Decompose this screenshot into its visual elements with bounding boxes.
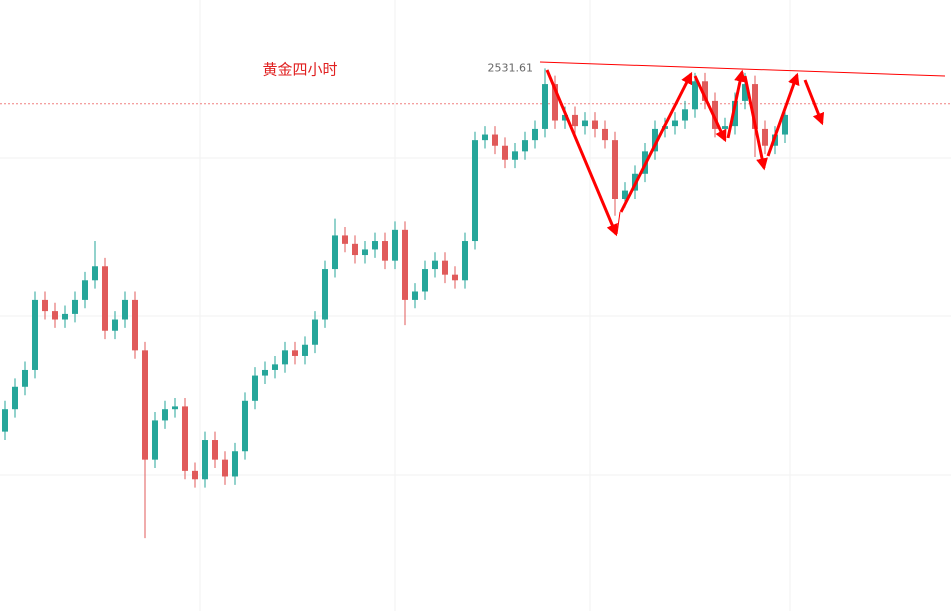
candle-body: [182, 406, 188, 471]
candle-body: [302, 344, 308, 356]
candle-body: [492, 134, 498, 146]
candle-body: [672, 120, 678, 127]
candle-body: [452, 274, 458, 281]
candle-body: [752, 84, 758, 129]
candle-body: [332, 235, 338, 270]
candle-body: [322, 269, 328, 320]
candle-body: [522, 140, 528, 152]
candle-body: [32, 299, 38, 370]
candle-body: [722, 126, 728, 129]
candle-body: [232, 451, 238, 477]
candle-body: [162, 409, 168, 421]
candle-body: [72, 299, 78, 314]
candle-body: [312, 319, 318, 345]
candle-body: [432, 260, 438, 270]
candle-body: [652, 128, 658, 152]
candle-body: [402, 229, 408, 300]
candle-body: [202, 440, 208, 480]
trend-line: [539, 61, 946, 77]
candle-body: [622, 190, 628, 199]
candle-body: [682, 109, 688, 121]
candle-body: [142, 350, 148, 460]
candle-body: [612, 140, 618, 199]
candle-body: [102, 266, 108, 331]
chart-title: 黄金四小时: [262, 61, 337, 79]
candle-body: [482, 134, 488, 141]
candle-body: [362, 249, 368, 256]
candle-body: [42, 299, 48, 312]
candle-body: [472, 140, 478, 242]
candle-body: [212, 440, 218, 460]
candle-body: [602, 128, 608, 141]
candle-body: [732, 100, 738, 127]
candle-body: [52, 311, 58, 320]
candle-body: [272, 364, 278, 370]
candle-body: [122, 299, 128, 320]
candle-body: [442, 260, 448, 275]
candle-body: [542, 84, 548, 129]
candle-body: [462, 241, 468, 281]
candle-body: [552, 84, 558, 121]
candle-body: [532, 128, 538, 141]
candle-body: [372, 241, 378, 250]
candle-body: [92, 266, 98, 281]
candle-body: [282, 350, 288, 365]
candle-body: [692, 81, 698, 110]
candle-body: [112, 319, 118, 331]
candle-body: [2, 409, 8, 432]
candle-body: [742, 84, 748, 101]
candle-body: [782, 114, 788, 135]
candle-body: [172, 406, 178, 410]
arrows: [545, 69, 825, 237]
candle-body: [252, 375, 258, 401]
candle-body: [592, 120, 598, 129]
candle-body: [562, 114, 568, 121]
candle-body: [152, 420, 158, 460]
candle-body: [12, 386, 18, 410]
candle-body: [572, 114, 578, 127]
connector: [616, 211, 621, 235]
high-label: 2531.61: [488, 61, 534, 74]
candle-body: [292, 350, 298, 356]
candle-body: [22, 369, 28, 387]
candle-body: [242, 400, 248, 452]
candle-body: [262, 369, 268, 376]
candle-body: [702, 81, 708, 101]
candle-body: [62, 313, 68, 320]
candle-body: [132, 299, 138, 351]
candle-body: [352, 243, 358, 256]
candle-body: [422, 269, 428, 292]
candle-body: [392, 229, 398, 261]
candle-body: [82, 280, 88, 300]
candle-body: [192, 470, 198, 480]
candle-body: [412, 291, 418, 300]
candle-body: [342, 235, 348, 244]
candle-body: [512, 151, 518, 160]
candle-body: [712, 100, 718, 129]
candles: [0, 68, 951, 539]
candle-body: [502, 145, 508, 160]
candle-body: [382, 241, 388, 261]
candle-body: [582, 120, 588, 127]
candle-body: [762, 128, 768, 146]
candle-body: [222, 459, 228, 477]
